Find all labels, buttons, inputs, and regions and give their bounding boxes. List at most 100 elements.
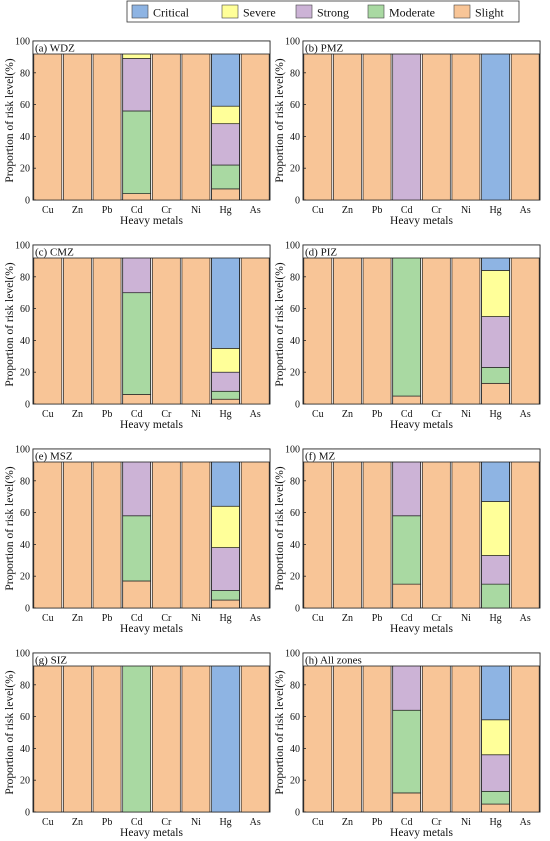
- y-tick-label: 40: [20, 540, 30, 551]
- bar-cr-slight: [421, 244, 451, 405]
- bar-hg-moderate: [211, 164, 240, 190]
- bar-cd-slight: [392, 792, 422, 813]
- panel-title-text: (b) PMZ: [305, 43, 343, 55]
- chart-panel-a-wdz: 0 20 40 60 80 100 Cu Zn Pb Cd Cr Ni Hg As Heavy metals…: [4, 37, 271, 227]
- chart-panel-g-siz: 0 20 40 60 80 100 Cu Zn Pb Cd Cr Ni Hg As Heavy metals…: [4, 649, 271, 839]
- bar-as-slight: [510, 40, 540, 201]
- x-axis-title: Heavy metals: [390, 623, 453, 635]
- bar-ni-slight: [451, 652, 481, 813]
- x-tick-label-pb: Pb: [372, 817, 383, 828]
- x-axis-title: Heavy metals: [120, 215, 183, 227]
- chart-panel-h-all-zones: 0 20 40 60 80 100 Cu Zn Pb Cd Cr Ni Hg As Heavy metals…: [274, 649, 541, 839]
- y-tick-label: 60: [290, 100, 300, 111]
- bar-cu-slight: [303, 40, 333, 201]
- x-axis-title: Heavy metals: [120, 623, 183, 635]
- y-tick-label: 60: [290, 304, 300, 315]
- bar-cd-moderate: [392, 515, 422, 585]
- y-tick-label: 0: [25, 400, 30, 411]
- x-axis-title: Heavy metals: [120, 419, 183, 431]
- x-tick-label-zn: Zn: [72, 817, 83, 828]
- x-tick-label-cr: Cr: [161, 205, 172, 216]
- y-tick-label: 20: [290, 572, 300, 583]
- panel-title-text: (g) SIZ: [35, 655, 67, 667]
- bar-cd-strong: [122, 58, 152, 112]
- bar-as-slight: [240, 448, 270, 609]
- legend-swatch-critical: [131, 4, 149, 19]
- x-tick-label-hg: Hg: [489, 817, 501, 828]
- y-tick-label: 100: [15, 445, 30, 456]
- x-tick-label-cr: Cr: [431, 613, 442, 624]
- bar-as-slight: [240, 40, 270, 201]
- legend-swatch-severe: [221, 4, 239, 19]
- bar-cd-moderate: [122, 292, 152, 395]
- panel-title: (e) MSZ: [32, 448, 271, 463]
- bar-zn-slight: [333, 40, 362, 201]
- x-tick-label-hg: Hg: [219, 817, 231, 828]
- chart-panel-b-pmz: 0 20 40 60 80 100 Cu Zn Pb Cd Cr Ni Hg As Heavy metals…: [274, 37, 541, 227]
- bar-ni-slight: [451, 244, 481, 405]
- x-tick-label-as: As: [250, 409, 261, 420]
- panels: 0 20 40 60 80 100 Cu Zn Pb Cd Cr Ni Hg As Heavy metals…: [4, 37, 541, 839]
- y-tick-label: 20: [290, 164, 300, 175]
- x-tick-label-cu: Cu: [312, 205, 324, 216]
- x-tick-label-zn: Zn: [72, 409, 83, 420]
- bar-zn-slight: [333, 244, 362, 405]
- x-tick-label-ni: Ni: [191, 409, 201, 420]
- panel-title: (g) SIZ: [32, 652, 271, 667]
- bar-as-slight: [510, 244, 540, 405]
- y-axis-title: Proportion of risk level(%): [274, 262, 286, 386]
- x-tick-label-cd: Cd: [401, 817, 413, 828]
- y-tick-label: 80: [290, 68, 300, 79]
- bar-cd-strong: [392, 453, 422, 517]
- bar-hg-slight: [211, 398, 240, 405]
- legend-swatch-moderate: [367, 4, 385, 19]
- bar-as-slight: [240, 652, 270, 813]
- bar-hg-critical: [481, 40, 510, 201]
- y-axis-title: Proportion of risk level(%): [4, 670, 16, 794]
- bar-zn-slight: [63, 244, 92, 405]
- x-tick-label-cr: Cr: [161, 409, 172, 420]
- bar-cr-slight: [421, 652, 451, 813]
- y-tick-label: 40: [290, 132, 300, 143]
- y-tick-label: 40: [290, 540, 300, 551]
- bar-cr-slight: [421, 40, 451, 201]
- bar-cu-slight: [33, 40, 63, 201]
- x-tick-label-zn: Zn: [342, 409, 353, 420]
- legend-swatch-slight: [453, 4, 471, 19]
- x-tick-label-hg: Hg: [489, 613, 501, 624]
- bar-pb-slight: [92, 244, 122, 405]
- x-tick-label-hg: Hg: [219, 409, 231, 420]
- bar-cu-slight: [33, 244, 63, 405]
- bar-cd-moderate: [392, 252, 422, 397]
- bar-pb-slight: [92, 40, 122, 201]
- panel-title-text: (e) MSZ: [35, 451, 73, 463]
- x-axis-title: Heavy metals: [390, 827, 453, 839]
- bar-ni-slight: [181, 652, 211, 813]
- bar-hg-severe: [481, 501, 510, 556]
- x-tick-label-as: As: [520, 409, 531, 420]
- y-tick-label: 100: [15, 649, 30, 660]
- bar-hg-slight: [211, 188, 240, 201]
- bar-cd-slight: [392, 583, 422, 609]
- panel-title-text: (f) MZ: [305, 451, 336, 463]
- panel-title-box: [32, 244, 271, 259]
- panel-title-text: (c) CMZ: [35, 247, 74, 259]
- x-tick-label-pb: Pb: [102, 817, 113, 828]
- bar-as-slight: [240, 244, 270, 405]
- bar-hg-slight: [481, 803, 510, 813]
- bar-hg-moderate: [211, 390, 240, 400]
- bar-zn-slight: [63, 652, 92, 813]
- bar-hg-slight: [481, 382, 510, 405]
- y-tick-label: 60: [290, 508, 300, 519]
- x-tick-label-cu: Cu: [312, 817, 324, 828]
- x-tick-label-pb: Pb: [372, 613, 383, 624]
- x-tick-label-cr: Cr: [431, 817, 442, 828]
- y-tick-label: 40: [290, 744, 300, 755]
- y-tick-label: 80: [20, 680, 30, 691]
- x-tick-label-as: As: [520, 205, 531, 216]
- bar-hg-severe: [481, 719, 510, 756]
- bar-cd-moderate: [122, 515, 152, 582]
- bar-cu-slight: [33, 448, 63, 609]
- panel-title-text: (h) All zones: [305, 655, 362, 667]
- y-tick-label: 100: [285, 37, 300, 48]
